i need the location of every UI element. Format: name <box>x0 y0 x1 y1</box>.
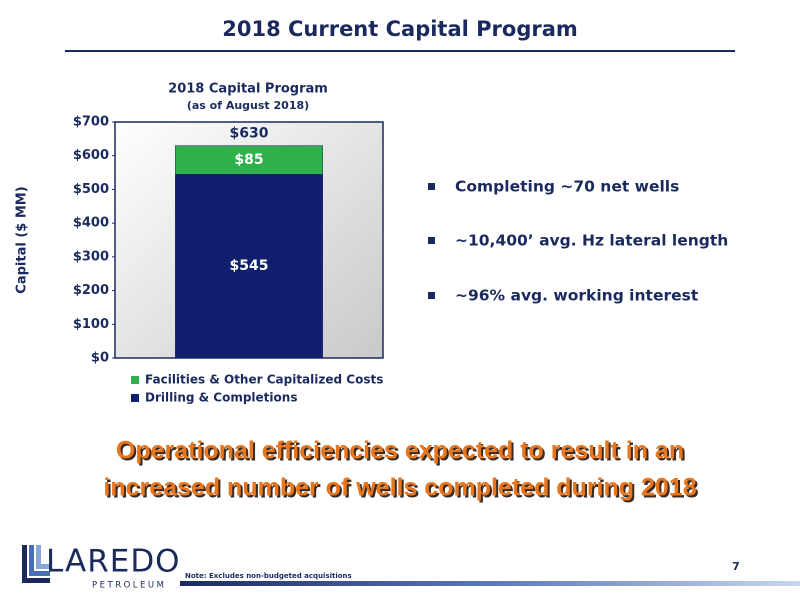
logo: LAREDO PETROLEUM <box>22 544 181 591</box>
slide-title: 2018 Current Capital Program <box>222 17 578 41</box>
bullets: Completing ~70 net wells ~10,400’ avg. H… <box>428 178 728 305</box>
bullet-marker <box>428 183 435 190</box>
headline-line: Operational efficiencies expected to res… <box>116 437 684 465</box>
headline-line: increased number of wells completed duri… <box>103 474 696 502</box>
bullet-marker <box>428 237 435 244</box>
bullet: ~96% avg. working interest <box>455 287 699 305</box>
chart-title: 2018 Capital Program <box>168 82 328 97</box>
logo-mark <box>36 545 50 569</box>
page-number: 7 <box>732 560 740 573</box>
value-label: $545 <box>230 258 269 274</box>
headline-shadow: increased number of wells completed duri… <box>105 476 698 504</box>
bar-segment <box>175 174 323 359</box>
y-tick-label: $500 <box>73 182 109 197</box>
y-tick-label: $0 <box>91 351 109 366</box>
headline-shadow: Operational efficiencies expected to res… <box>118 439 686 467</box>
y-tick-label: $600 <box>73 148 109 163</box>
y-tick-label: $700 <box>73 115 109 130</box>
y-tick-label: $100 <box>73 317 109 332</box>
total-label: $630 <box>230 126 269 142</box>
legend-swatch <box>131 394 139 402</box>
y-tick-label: $200 <box>73 283 109 298</box>
legend-label: Facilities & Other Capitalized Costs <box>145 373 383 387</box>
headline: Operational efficiencies expected to res… <box>103 437 698 504</box>
logo-name: LAREDO <box>46 544 181 580</box>
logo-mark <box>29 545 50 576</box>
footer-bar <box>180 581 800 586</box>
footnote: Note: Excludes non-budgeted acquisitions <box>185 572 352 580</box>
bullet-marker <box>428 292 435 299</box>
logo-sub: PETROLEUM <box>92 581 166 591</box>
y-tick-label: $300 <box>73 249 109 264</box>
legend-swatch <box>131 376 139 384</box>
y-axis-label: Capital ($ MM) <box>15 186 30 293</box>
logo-mark <box>22 545 50 583</box>
legend-label: Drilling & Completions <box>145 391 297 405</box>
chart-subtitle: (as of August 2018) <box>187 99 309 112</box>
bullet: Completing ~70 net wells <box>455 178 679 196</box>
y-tick-label: $400 <box>73 216 109 231</box>
value-label: $85 <box>234 152 263 168</box>
bullet: ~10,400’ avg. Hz lateral length <box>455 232 728 250</box>
bar-segment <box>175 145 323 175</box>
